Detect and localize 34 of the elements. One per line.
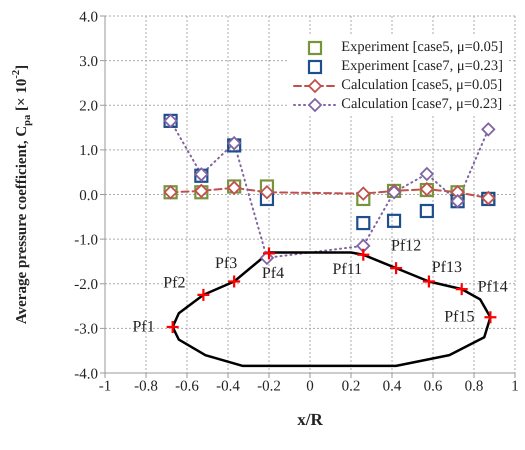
annotation: Pf2 <box>163 274 186 292</box>
y-tick-label: -1.0 <box>74 232 98 248</box>
y-tick-label: -3.0 <box>74 322 98 338</box>
x-tick-label: -1 <box>98 378 112 395</box>
legend-label: Experiment [case7, μ=0.23] <box>341 58 503 74</box>
y-tick-label: -2.0 <box>74 277 98 294</box>
annotation: Pf15 <box>444 308 475 326</box>
y-tick-label: 3.0 <box>79 54 98 70</box>
x-tick-label: 0.2 <box>342 378 360 395</box>
x-tick-label: 0 <box>306 378 314 395</box>
annotation: Pf1 <box>132 318 155 336</box>
annotation: Pf12 <box>390 238 422 255</box>
y-tick-label: 2.0 <box>79 98 98 115</box>
annotation: Pf14 <box>478 278 508 296</box>
x-tick-label: -0.2 <box>257 378 281 395</box>
x-tick-label: 0.8 <box>464 378 484 395</box>
y-tick-label: 4.0 <box>79 9 98 26</box>
x-tick-label: 0.4 <box>382 378 402 395</box>
x-axis-title: x/R <box>297 410 324 429</box>
annotation: Pf13 <box>432 259 462 276</box>
annotation: Pf3 <box>215 255 238 272</box>
legend-label: Calculation [case7, μ=0.23] <box>341 96 502 112</box>
x-tick-label: -0.8 <box>134 378 158 395</box>
legend-label: Calculation [case5, μ=0.05] <box>341 77 502 93</box>
annotation: Pf11 <box>332 261 362 278</box>
x-tick-label: 1 <box>511 378 519 395</box>
y-tick-label: -4.0 <box>74 366 98 382</box>
legend-label: Experiment [case5, μ=0.05] <box>341 39 503 55</box>
y-tick-label: 1.0 <box>79 143 98 160</box>
x-tick-label: -0.4 <box>216 378 240 395</box>
x-tick-label: 0.6 <box>424 378 443 395</box>
x-tick-label: -0.6 <box>175 378 200 395</box>
y-tick-label: 0.0 <box>79 188 98 204</box>
annotation: Pf4 <box>262 264 284 282</box>
